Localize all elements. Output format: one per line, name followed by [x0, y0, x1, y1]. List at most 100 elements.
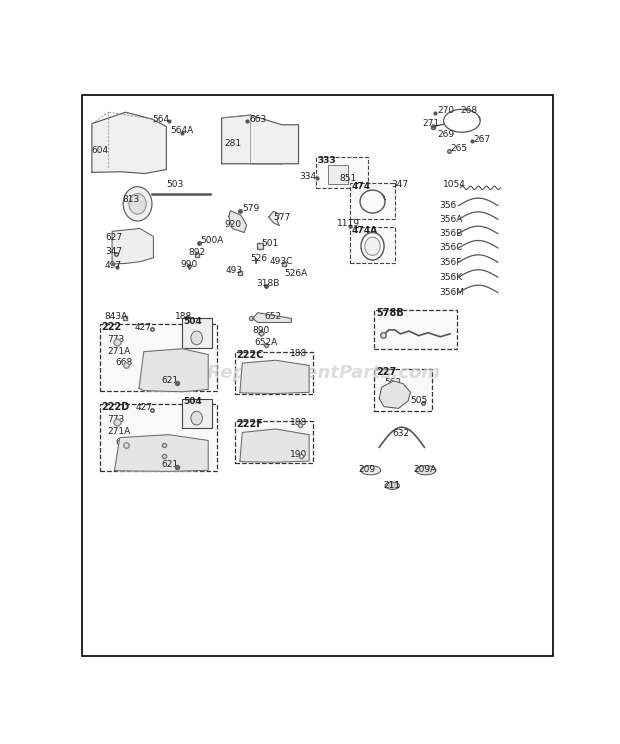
- Text: 579: 579: [242, 204, 259, 213]
- Text: 188: 188: [151, 449, 168, 459]
- Text: 652: 652: [264, 312, 281, 321]
- Text: 627: 627: [105, 233, 122, 242]
- Circle shape: [365, 237, 380, 255]
- Text: 188: 188: [290, 350, 308, 359]
- Circle shape: [191, 411, 202, 425]
- Bar: [235, 352, 313, 394]
- Polygon shape: [222, 115, 298, 164]
- Text: 504: 504: [184, 397, 203, 406]
- Polygon shape: [139, 349, 208, 392]
- Text: 222D: 222D: [102, 403, 130, 412]
- Bar: [329, 165, 348, 185]
- Text: 356A: 356A: [440, 215, 463, 224]
- Text: 227: 227: [376, 368, 396, 377]
- Polygon shape: [268, 211, 279, 225]
- Bar: [182, 399, 212, 428]
- Polygon shape: [379, 381, 410, 408]
- Bar: [100, 324, 218, 391]
- Bar: [350, 183, 394, 219]
- Text: 920: 920: [224, 220, 241, 229]
- Text: 347: 347: [105, 247, 122, 256]
- Text: 188: 188: [290, 418, 308, 427]
- Text: 578B: 578B: [376, 308, 404, 318]
- Text: 427: 427: [135, 403, 152, 411]
- Text: 504: 504: [184, 317, 203, 326]
- Text: 663: 663: [249, 115, 267, 124]
- Text: 564: 564: [152, 115, 169, 124]
- Text: eReplacementParts.com: eReplacementParts.com: [195, 364, 440, 382]
- Text: 890: 890: [252, 326, 269, 335]
- Text: 526: 526: [250, 254, 268, 263]
- Text: 621: 621: [162, 460, 179, 469]
- Ellipse shape: [385, 482, 399, 490]
- Text: 356M: 356M: [440, 288, 464, 297]
- Text: 269: 269: [437, 130, 454, 139]
- Circle shape: [191, 331, 202, 344]
- Bar: [182, 318, 212, 347]
- Text: 668: 668: [115, 358, 132, 367]
- Bar: [374, 310, 457, 349]
- Polygon shape: [112, 228, 153, 264]
- Text: 209A: 209A: [414, 465, 437, 474]
- Text: 222C: 222C: [237, 350, 264, 360]
- Polygon shape: [92, 112, 166, 173]
- Text: 1054: 1054: [443, 181, 466, 190]
- Text: 190: 190: [151, 438, 168, 447]
- Text: 271: 271: [422, 119, 440, 128]
- Bar: [235, 421, 313, 463]
- Text: 604: 604: [91, 146, 108, 155]
- Ellipse shape: [416, 466, 436, 475]
- Polygon shape: [240, 360, 309, 394]
- Text: 564A: 564A: [170, 126, 193, 135]
- Text: 281: 281: [224, 139, 241, 148]
- Text: 222F: 222F: [237, 419, 264, 429]
- Text: 497: 497: [105, 260, 122, 269]
- Text: 501: 501: [262, 240, 279, 248]
- Text: 211: 211: [383, 481, 401, 490]
- Text: 562: 562: [384, 377, 401, 387]
- Text: 503: 503: [166, 180, 184, 189]
- Polygon shape: [253, 312, 291, 322]
- Text: 268: 268: [460, 106, 477, 115]
- Bar: [316, 158, 368, 188]
- Text: 813: 813: [122, 195, 140, 204]
- Text: 773: 773: [107, 335, 125, 344]
- Text: 1119: 1119: [337, 219, 360, 228]
- Polygon shape: [240, 429, 309, 462]
- Text: 577: 577: [273, 213, 291, 222]
- Text: 356F: 356F: [440, 257, 462, 267]
- Text: 190: 190: [290, 449, 308, 459]
- Polygon shape: [229, 211, 247, 232]
- Text: 500A: 500A: [200, 236, 224, 245]
- Bar: [374, 370, 432, 411]
- Bar: [350, 227, 394, 263]
- Polygon shape: [115, 434, 208, 472]
- Text: 188: 188: [175, 312, 192, 321]
- Text: 347: 347: [391, 181, 409, 190]
- Text: 222: 222: [102, 322, 122, 332]
- Text: 632: 632: [392, 429, 409, 437]
- Circle shape: [123, 187, 152, 221]
- Text: 851: 851: [339, 174, 356, 183]
- Text: 493: 493: [226, 266, 242, 275]
- Text: 892: 892: [188, 248, 205, 257]
- Text: 474A: 474A: [352, 225, 378, 234]
- Text: 209: 209: [358, 465, 376, 474]
- Text: 526A: 526A: [284, 269, 308, 278]
- Text: 267: 267: [473, 135, 490, 144]
- Text: 265: 265: [450, 144, 467, 153]
- Text: 773: 773: [107, 415, 125, 424]
- Text: 652A: 652A: [254, 338, 278, 347]
- Circle shape: [129, 193, 146, 214]
- Ellipse shape: [360, 466, 381, 475]
- Text: 474: 474: [352, 182, 371, 191]
- Text: 505: 505: [410, 396, 428, 405]
- Text: 493C: 493C: [270, 257, 293, 266]
- Text: 621: 621: [162, 376, 179, 385]
- Text: 427: 427: [134, 323, 151, 332]
- Text: 843A: 843A: [104, 312, 127, 321]
- Bar: [100, 404, 218, 472]
- Text: 271A: 271A: [107, 427, 131, 436]
- Text: 356K: 356K: [440, 273, 463, 282]
- Text: 990: 990: [181, 260, 198, 269]
